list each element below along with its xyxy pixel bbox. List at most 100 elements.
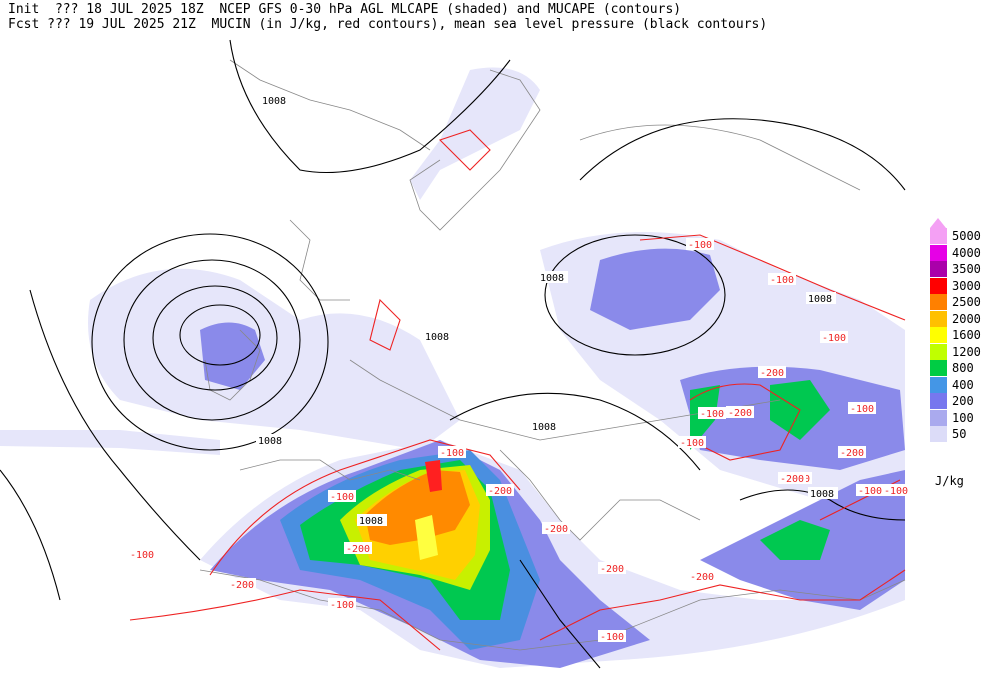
legend-label: 200 <box>952 394 974 408</box>
cin-label-bg <box>598 562 626 574</box>
cape-shading <box>0 67 905 668</box>
cin-label-bg <box>726 406 754 418</box>
cin-label: -200 <box>690 572 714 583</box>
legend-row: 400 <box>928 376 1000 393</box>
cin-label: -200 <box>780 474 804 485</box>
legend-label: 3500 <box>952 262 981 276</box>
legend-swatch <box>930 244 947 261</box>
cin-label: -100 <box>330 600 354 611</box>
cin-label-bg <box>344 542 372 554</box>
legend-units: J/kg <box>935 474 964 488</box>
legend-row: 2500 <box>928 294 1000 310</box>
legend-label: 4000 <box>952 245 981 260</box>
legend-swatch <box>930 360 947 376</box>
cin-label-bg <box>778 472 806 484</box>
pressure-label-bg <box>530 420 560 432</box>
cin-labels: -100-100-100-100-100-100-100-100-100-100… <box>128 238 910 643</box>
legend-row: 4000 <box>928 244 1000 261</box>
cape-200-low-center <box>200 322 265 390</box>
legend-row: 2000 <box>928 310 1000 327</box>
pressure-label-bg <box>538 271 568 283</box>
legend-swatch <box>930 310 947 327</box>
pressure-label: 1008 <box>425 332 449 343</box>
cin-label-bg <box>686 238 714 250</box>
pressure-label: 1008 <box>532 422 556 433</box>
cin-label: -100 <box>884 486 908 497</box>
cin-label-bg <box>678 436 706 448</box>
pressure-label-bg <box>260 94 290 106</box>
cin-label: -200 <box>346 544 370 555</box>
cin-label-bg <box>688 570 716 582</box>
legend-label: 1600 <box>952 328 981 342</box>
pressure-label-bg <box>256 434 286 446</box>
cin-label: -100 <box>330 492 354 503</box>
cape-3000-spot <box>425 460 442 492</box>
pressure-label: 1008 <box>359 516 383 527</box>
pressure-label: 1008 <box>258 436 282 447</box>
legend-label: 100 <box>952 410 974 425</box>
cin-label-bg <box>598 630 626 642</box>
cin-label: -200 <box>600 564 624 575</box>
cin-label: -100 <box>688 240 712 251</box>
cape-1200-yellow-island <box>415 515 438 560</box>
legend-row: 5000 <box>928 228 1000 244</box>
cin-label: -200 <box>728 408 752 419</box>
pressure-label-bg <box>423 330 453 342</box>
pressure-label-bg <box>357 514 387 526</box>
cin-label: -100 <box>858 486 882 497</box>
pressure-label-bg <box>806 292 836 304</box>
cin-label: -100 <box>700 409 724 420</box>
pressure-contours <box>0 39 906 669</box>
legend-swatch <box>930 261 947 277</box>
legend-swatch <box>930 409 947 426</box>
legend-label: 50 <box>952 427 967 441</box>
cin-label-bg <box>838 446 866 458</box>
cin-label-bg <box>758 366 786 378</box>
pressure-labels: 1008 1008 1008 1008 1008 1008 1008 1008 <box>256 94 838 527</box>
legend-row: 100 <box>928 409 1000 426</box>
cin-label: -100 <box>130 550 154 561</box>
cin-label-bg <box>882 484 910 496</box>
pressure-label: 1008 <box>540 273 564 284</box>
cin-label-bg <box>228 578 256 590</box>
cin-label: -100 <box>822 333 846 344</box>
cin-label-bg <box>698 407 726 419</box>
cin-label-bg <box>128 548 156 560</box>
cin-label: -200 <box>488 486 512 497</box>
cin-label: -100 <box>440 448 464 459</box>
pressure-label: 1008 <box>810 489 834 500</box>
legend-label: 400 <box>952 377 974 392</box>
cin-label-bg <box>768 273 796 285</box>
legend-swatch <box>930 343 947 360</box>
header-line-2: Fcst ??? 19 JUL 2025 21Z MUCIN (in J/kg,… <box>8 17 768 32</box>
legend-label: 800 <box>952 361 974 375</box>
cin-label: -100 <box>850 404 874 415</box>
cin-label: -200 <box>230 580 254 591</box>
cin-label-bg <box>856 484 884 496</box>
legend-overflow-arrow <box>930 218 946 228</box>
legend-swatch <box>930 294 947 310</box>
legend-label: 2000 <box>952 311 981 326</box>
pressure-label: 1008 <box>262 96 286 107</box>
cin-label: -100 <box>600 632 624 643</box>
cin-label: -200 <box>544 524 568 535</box>
legend-label: 3000 <box>952 278 981 293</box>
cape-50-area-north <box>88 268 460 450</box>
pressure-label-bg <box>808 487 838 499</box>
cin-label-bg <box>438 446 466 458</box>
pressure-label: 1008 <box>808 294 832 305</box>
legend-swatch <box>930 393 947 409</box>
legend-label: 2500 <box>952 295 981 309</box>
cin-label-bg <box>486 484 514 496</box>
cin-label-bg <box>820 331 848 343</box>
legend-row: 3000 <box>928 277 1000 294</box>
cape-2500-core <box>365 470 470 545</box>
cin-label-bg <box>328 490 356 502</box>
cape-50-strip-atlantic <box>0 430 220 455</box>
cin-label: -200 <box>840 448 864 459</box>
cin-label: -200 <box>760 368 784 379</box>
cape-50-area-scand <box>410 67 540 200</box>
legend-swatch <box>930 426 947 442</box>
cin-label: -100 <box>680 438 704 449</box>
